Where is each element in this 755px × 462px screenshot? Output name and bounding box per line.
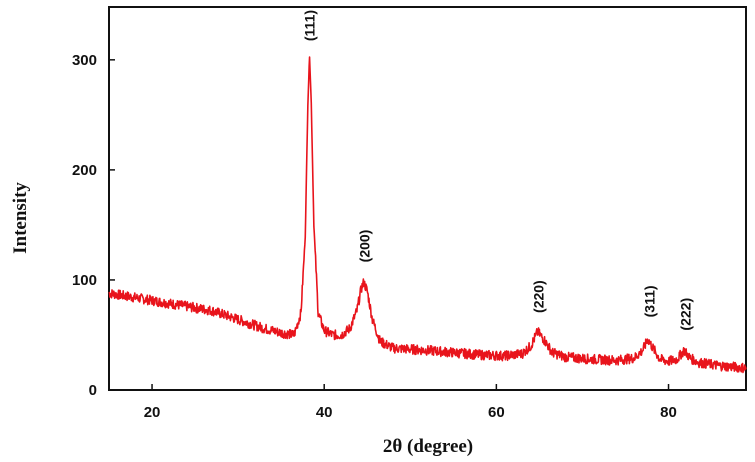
y-tick-label-0: 0 [89,382,97,399]
x-tick-label-80: 80 [660,404,677,421]
series-line [108,56,747,374]
peak-label-1: (111) [302,10,318,41]
y-tick-label-300: 300 [72,52,97,69]
peak-label-4: (311) [642,285,658,317]
y-tick-label-200: 200 [72,162,97,179]
x-tick-label-20: 20 [144,404,161,421]
x-tick-label-40: 40 [316,404,333,421]
peak-label-5: (222) [678,298,694,331]
peak-label-3: (220) [531,280,547,313]
plot-area [108,6,747,391]
y-tick-label-100: 100 [72,272,97,289]
peak-label-2: (200) [357,230,373,263]
x-tick-label-60: 60 [488,404,505,421]
y-axis-title: Intensity [10,182,31,254]
x-axis-title: 2θ (degree) [383,436,473,457]
